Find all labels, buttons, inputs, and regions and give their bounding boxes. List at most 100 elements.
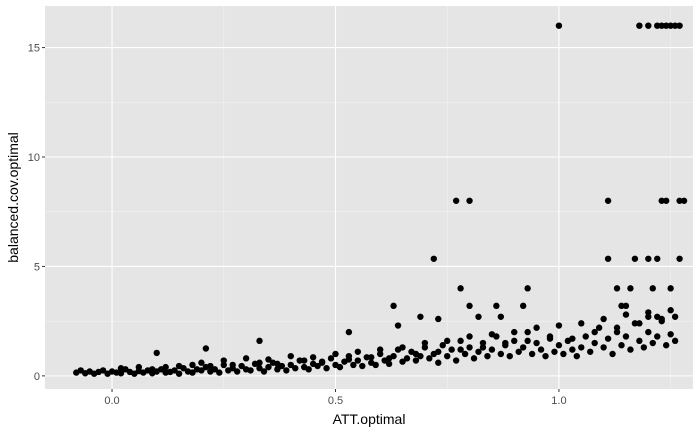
data-point: [649, 285, 656, 292]
data-point: [524, 337, 531, 345]
data-point: [618, 342, 625, 349]
data-point: [149, 366, 156, 373]
data-point: [417, 313, 424, 320]
data-point: [524, 285, 531, 292]
data-point: [314, 362, 321, 370]
data-point: [448, 346, 455, 353]
data-point: [676, 22, 683, 29]
data-point: [658, 22, 665, 29]
data-point: [466, 344, 473, 351]
data-point: [667, 285, 674, 292]
data-point: [452, 357, 460, 364]
data-point: [265, 363, 272, 371]
data-point: [662, 342, 670, 349]
data-point: [457, 346, 464, 353]
data-point: [595, 324, 603, 331]
data-point: [135, 363, 143, 371]
data-point: [636, 320, 643, 327]
data-point: [359, 362, 366, 370]
data-point: [569, 335, 576, 342]
data-point: [265, 356, 272, 363]
data-point: [189, 361, 196, 369]
data-point: [654, 313, 661, 320]
data-point: [569, 346, 576, 353]
data-point: [466, 302, 473, 310]
data-point: [385, 355, 393, 362]
data-point: [506, 352, 513, 360]
data-point: [528, 350, 536, 358]
data-point: [631, 255, 639, 262]
x-tick-label: 0.5: [328, 395, 343, 407]
data-point: [305, 366, 312, 373]
data-point: [318, 358, 326, 365]
data-point: [479, 339, 487, 347]
data-point: [680, 197, 688, 204]
data-point: [394, 322, 402, 329]
data-point: [604, 335, 612, 342]
data-point: [435, 315, 442, 323]
data-point: [555, 22, 563, 29]
data-point: [412, 350, 420, 358]
data-point: [658, 317, 665, 325]
data-point: [488, 331, 496, 338]
data-point: [162, 363, 169, 371]
data-point: [622, 333, 630, 340]
data-point: [354, 357, 362, 364]
data-point: [421, 339, 429, 347]
data-point: [600, 344, 607, 351]
grid-major-lines: [45, 6, 693, 389]
data-point: [613, 324, 621, 331]
data-point: [274, 366, 281, 373]
data-point: [645, 309, 652, 316]
data-point: [466, 333, 473, 340]
y-axis-ticks: 0 5 10 15: [28, 43, 45, 383]
data-point: [578, 344, 585, 351]
data-point: [497, 313, 505, 320]
data-point: [613, 285, 621, 292]
data-point: [551, 348, 558, 355]
data-point: [385, 360, 393, 368]
data-point: [403, 355, 411, 362]
data-point: [671, 22, 679, 29]
data-point: [667, 307, 674, 314]
data-point: [667, 22, 674, 29]
data-point: [524, 328, 531, 336]
data-point: [309, 354, 317, 361]
data-point: [546, 333, 554, 340]
data-point: [327, 355, 335, 362]
data-point: [631, 320, 639, 327]
data-point: [336, 363, 344, 371]
y-tick-label: 15: [28, 43, 40, 55]
data-point: [627, 346, 634, 353]
data-point: [399, 344, 406, 351]
data-point: [622, 311, 630, 318]
x-tick-label: 0.0: [104, 395, 119, 407]
data-point: [645, 255, 652, 262]
data-point: [287, 352, 294, 360]
data-point: [662, 197, 670, 204]
data-point: [475, 348, 482, 355]
grid-minor-lines: [45, 6, 693, 389]
data-point: [519, 302, 527, 310]
data-point: [296, 357, 303, 364]
y-axis-title: balanced.cov.optimal: [5, 132, 21, 262]
data-point: [345, 356, 353, 363]
data-point: [426, 355, 433, 362]
data-point: [233, 368, 241, 375]
data-point: [560, 350, 567, 358]
data-point: [645, 22, 652, 29]
data-point: [117, 370, 125, 377]
data-point: [613, 328, 621, 336]
data-point: [636, 22, 643, 29]
data-point: [171, 367, 178, 374]
data-point: [582, 333, 589, 340]
data-point: [609, 350, 616, 358]
data-point: [457, 337, 464, 345]
data-point: [537, 346, 545, 353]
data-point: [256, 365, 263, 372]
data-point: [502, 339, 509, 347]
data-point: [636, 337, 643, 345]
data-point: [555, 342, 563, 349]
data-point: [444, 352, 451, 360]
data-point: [256, 337, 263, 345]
